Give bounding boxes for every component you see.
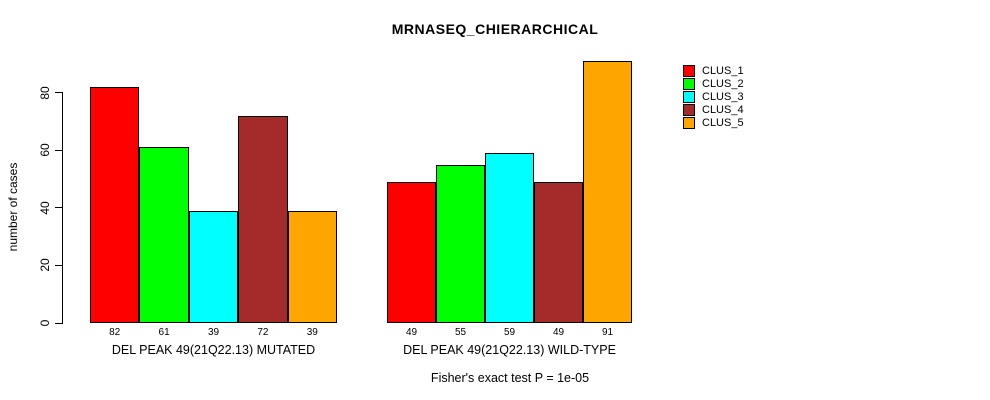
bar-value-label: 49	[405, 327, 418, 338]
legend-row-clus_5: CLUS_5	[683, 116, 744, 129]
group-label-1: DEL PEAK 49(21Q22.13) MUTATED	[111, 343, 316, 357]
y-tick-label: 20	[38, 258, 52, 273]
legend-row-clus_2: CLUS_2	[683, 77, 744, 90]
bar-clus_4-group2	[534, 181, 583, 323]
bar-clus_3-group2	[485, 153, 534, 323]
bar-clus_4-group1	[238, 115, 288, 323]
y-tick-mark	[55, 264, 63, 266]
legend-row-clus_4: CLUS_4	[683, 103, 744, 116]
legend-label: CLUS_3	[702, 90, 744, 103]
bar-value-label: 82	[109, 327, 121, 338]
footer-annotation: Fisher's exact test P = 1e-05	[430, 371, 590, 385]
y-tick-label: 0	[38, 319, 52, 327]
y-tick-label: 40	[38, 201, 52, 215]
legend-swatch-icon	[683, 64, 695, 77]
y-tick-mark	[55, 207, 63, 209]
y-axis-title: number of cases	[6, 162, 20, 252]
legend-row-clus_3: CLUS_3	[683, 90, 744, 103]
bar-value-label: 61	[158, 327, 170, 338]
bar-value-label: 55	[454, 327, 467, 338]
bar-value-label: 59	[503, 327, 516, 338]
legend-label: CLUS_5	[702, 116, 744, 129]
bar-value-label: 39	[207, 327, 220, 338]
bar-clus_5-group2	[583, 60, 632, 323]
legend-swatch-icon	[683, 116, 695, 129]
bar-clus_2-group1	[139, 147, 189, 323]
bar-value-label: 49	[552, 327, 565, 338]
group-label-2: DEL PEAK 49(21Q22.13) WILD-TYPE	[403, 343, 616, 357]
bar-value-label: 72	[257, 327, 269, 338]
bar-clus_2-group2	[436, 164, 485, 323]
legend-label: CLUS_4	[702, 103, 744, 116]
legend-swatch-icon	[683, 103, 695, 116]
y-tick-mark	[55, 322, 63, 324]
legend-swatch-icon	[683, 77, 695, 90]
legend-row-clus_1: CLUS_1	[683, 64, 744, 77]
bar-clus_1-group1	[90, 86, 140, 323]
bar-value-label: 91	[601, 327, 614, 338]
y-tick-label: 60	[38, 143, 52, 157]
bar-clus_3-group1	[188, 210, 239, 323]
legend-label: CLUS_2	[702, 77, 744, 90]
legend-swatch-icon	[683, 90, 695, 103]
bar-clus_5-group1	[287, 210, 337, 323]
legend: CLUS_1 CLUS_2 CLUS_3 CLUS_4 CLUS_5	[683, 64, 744, 129]
legend-label: CLUS_1	[702, 64, 744, 77]
y-tick-label: 80	[38, 85, 52, 100]
y-tick-mark	[55, 149, 63, 151]
bar-clus_1-group2	[387, 181, 436, 323]
bar-value-label: 39	[306, 327, 318, 338]
chart-title: MRNASEQ_CHIERARCHICAL	[391, 21, 599, 37]
y-tick-mark	[55, 92, 63, 94]
